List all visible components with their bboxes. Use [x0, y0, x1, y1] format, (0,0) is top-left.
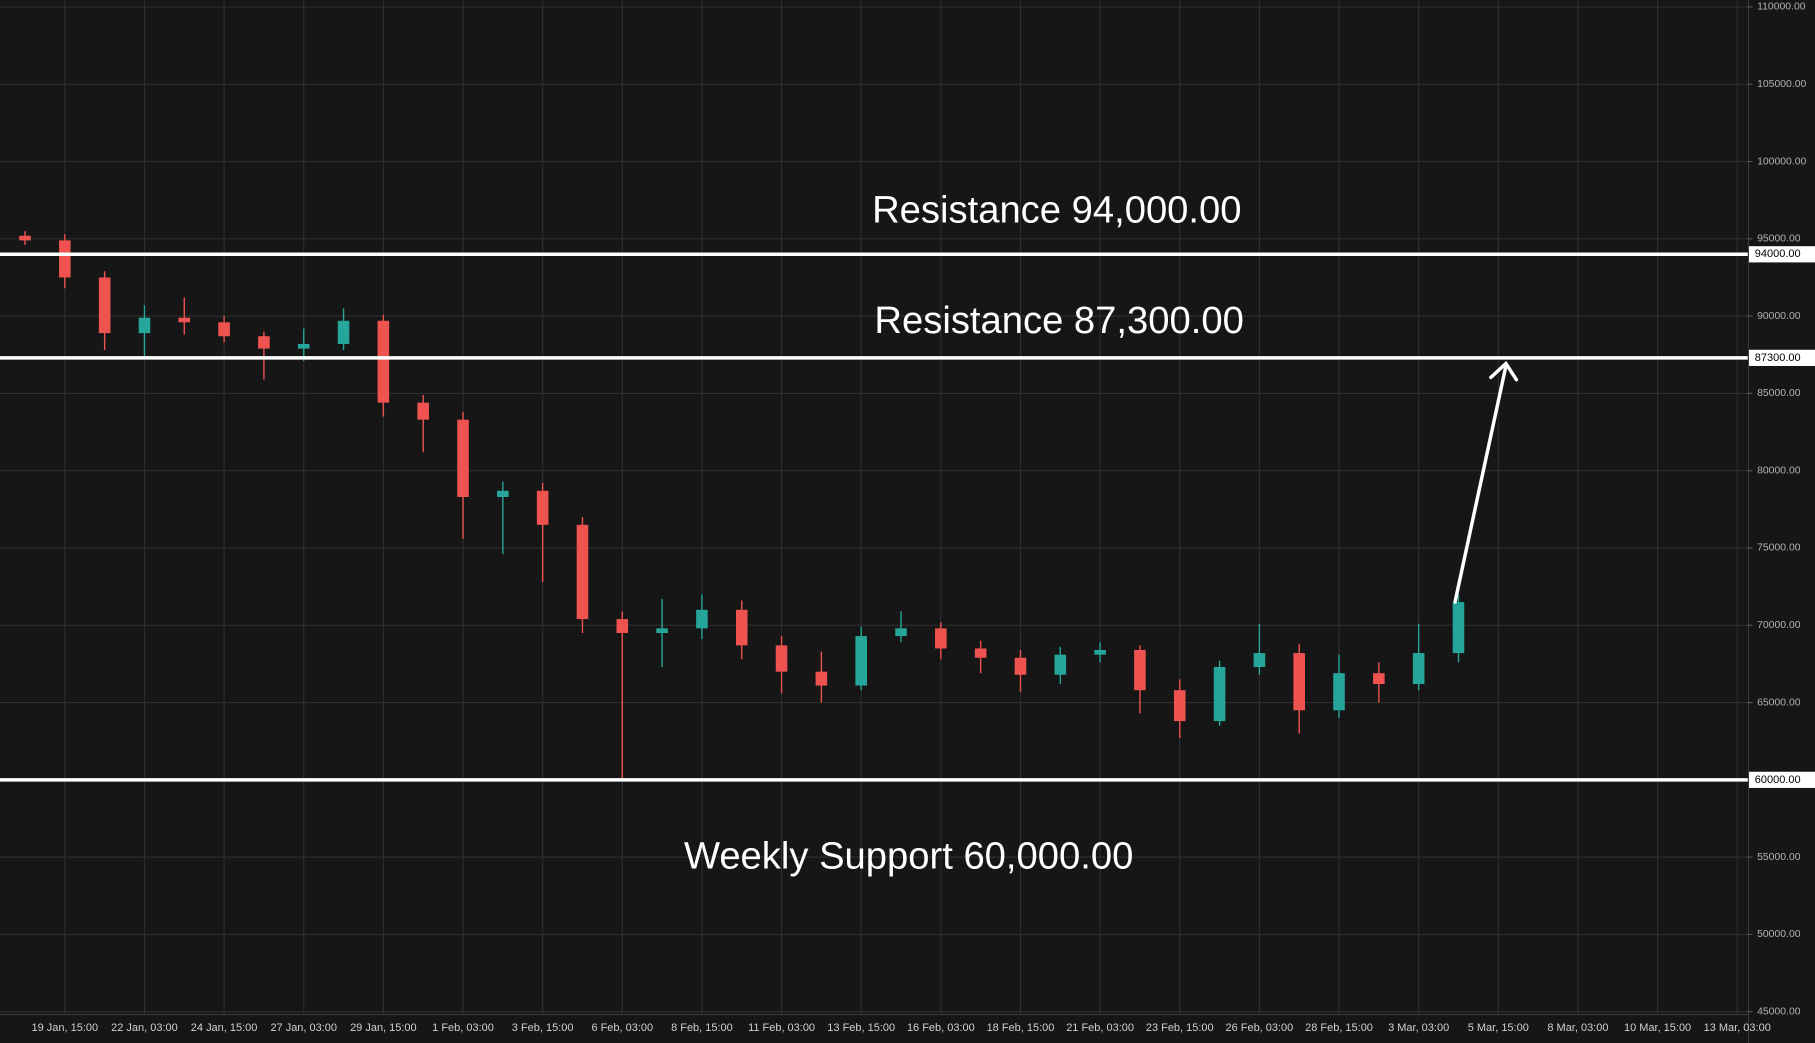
x-tick-label: 28 Feb, 15:00	[1305, 1022, 1373, 1034]
candle-body	[19, 235, 31, 241]
candle-body	[218, 322, 230, 337]
level-axis-label: 87300.00	[1755, 352, 1801, 364]
y-tick-label: 100000.00	[1757, 156, 1806, 167]
candle-body	[297, 343, 310, 349]
y-tick-label: 45000.00	[1757, 1006, 1801, 1017]
candle-body	[258, 336, 270, 349]
x-tick-label: 19 Jan, 15:00	[32, 1022, 99, 1034]
x-tick-label: 3 Feb, 15:00	[512, 1022, 574, 1034]
candle-body	[1373, 673, 1385, 685]
y-tick-label: 65000.00	[1757, 697, 1801, 708]
grid	[0, 0, 1748, 1015]
y-tick-label: 90000.00	[1757, 311, 1801, 322]
candle-body	[935, 628, 947, 649]
candle-body	[457, 419, 469, 497]
arrow	[1453, 360, 1519, 604]
candle-body	[98, 277, 111, 334]
y-tick-label: 75000.00	[1757, 543, 1801, 554]
candle-body	[1134, 650, 1146, 691]
y-tick-label: 50000.00	[1757, 929, 1801, 940]
candle-body	[1452, 602, 1465, 654]
candle-body	[616, 619, 629, 634]
candle-body	[1412, 653, 1425, 685]
candle-body	[855, 636, 867, 686]
candle-body	[1094, 650, 1106, 655]
candle-body	[1333, 673, 1345, 711]
level-annotation: Resistance 94,000.00	[872, 189, 1241, 232]
candle-body	[1213, 667, 1226, 722]
x-tick-label: 22 Jan, 03:00	[111, 1022, 178, 1034]
axes: 45000.00 50000.00 55000.00 60000.00 65000.00…	[32, 2, 1815, 1034]
x-tick-label: 18 Feb, 15:00	[987, 1022, 1055, 1034]
x-tick-label: 5 Mar, 15:00	[1468, 1022, 1529, 1034]
candle-body	[1014, 657, 1027, 675]
levels: Resistance 94,000.00 Resistance 87,300.00…	[0, 189, 1748, 878]
level-axis-label: 60000.00	[1755, 774, 1801, 786]
level-axis-box	[1749, 246, 1815, 263]
x-tick-label: 29 Jan, 15:00	[350, 1022, 417, 1034]
x-tick-label: 13 Feb, 15:00	[827, 1022, 895, 1034]
candle-body	[377, 320, 390, 403]
x-tick-label: 23 Feb, 15:00	[1146, 1022, 1214, 1034]
y-tick-label: 70000.00	[1757, 620, 1801, 631]
level-axis-label: 94000.00	[1755, 248, 1801, 260]
candle-body	[696, 609, 708, 629]
level-axis-box	[1749, 349, 1815, 366]
candle-body	[59, 240, 71, 278]
candle-body	[497, 490, 509, 497]
x-tick-label: 10 Mar, 15:00	[1624, 1022, 1691, 1034]
level-annotation: Weekly Support 60,000.00	[684, 835, 1133, 878]
x-tick-label: 11 Feb, 03:00	[748, 1022, 815, 1034]
candle-body	[1173, 690, 1186, 722]
x-tick-label: 27 Jan, 03:00	[270, 1022, 337, 1034]
level-axis-box	[1749, 771, 1815, 788]
candle-body	[775, 645, 788, 672]
x-tick-label: 3 Mar, 03:00	[1388, 1022, 1449, 1034]
candle-body	[576, 524, 589, 620]
level-annotation: Resistance 87,300.00	[874, 299, 1243, 342]
candle-body	[815, 671, 828, 686]
candle-body	[178, 317, 191, 323]
candle-body	[895, 628, 907, 637]
candle-body	[1253, 653, 1266, 668]
y-tick-label: 85000.00	[1757, 388, 1801, 399]
x-tick-label: 21 Feb, 03:00	[1066, 1022, 1134, 1034]
x-tick-label: 8 Mar, 03:00	[1547, 1022, 1608, 1034]
x-tick-label: 13 Mar, 03:00	[1704, 1022, 1771, 1034]
candle-body	[417, 402, 429, 420]
candle-body	[536, 490, 549, 525]
y-tick-label: 110000.00	[1757, 2, 1806, 13]
y-tick-label: 105000.00	[1757, 79, 1806, 90]
x-tick-label: 8 Feb, 15:00	[671, 1022, 733, 1034]
y-tick-label: 80000.00	[1757, 465, 1801, 476]
candle-body	[138, 317, 151, 334]
x-tick-label: 26 Feb, 03:00	[1225, 1022, 1293, 1034]
candle-body	[337, 320, 350, 344]
candle-body	[656, 628, 668, 634]
x-tick-label: 24 Jan, 15:00	[191, 1022, 258, 1034]
candle-body	[1054, 654, 1067, 675]
candle-body	[1293, 653, 1305, 711]
x-tick-label: 16 Feb, 03:00	[907, 1022, 975, 1034]
y-tick-label: 55000.00	[1757, 852, 1801, 863]
candle-body	[735, 609, 748, 646]
y-tick-label: 95000.00	[1757, 234, 1801, 245]
x-tick-label: 1 Feb, 03:00	[432, 1022, 494, 1034]
candles	[19, 231, 1465, 779]
candle-body	[974, 648, 987, 658]
x-tick-label: 6 Feb, 03:00	[591, 1022, 653, 1034]
